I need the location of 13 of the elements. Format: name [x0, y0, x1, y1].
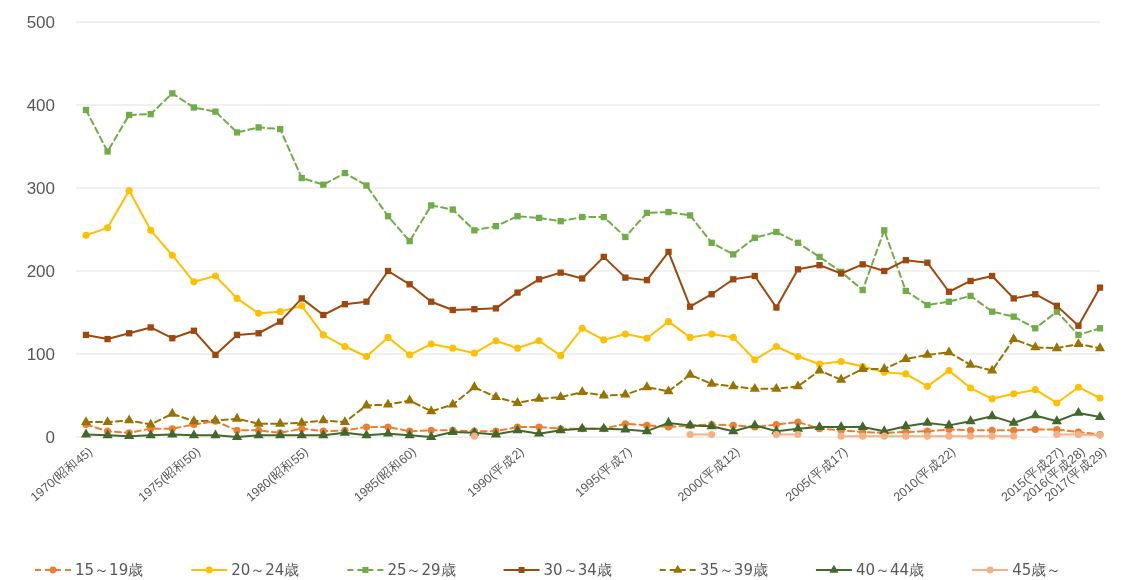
y-tick-label: 0 [45, 427, 55, 447]
y-tick-label: 300 [26, 178, 55, 198]
legend-label: 25～29歳 [387, 561, 456, 580]
legend-label: 35～39歳 [699, 561, 768, 580]
legend-label: 45歳～ [1012, 561, 1062, 580]
legend-label: 15～19歳 [75, 561, 144, 580]
legend-label: 30～34歳 [543, 561, 612, 580]
legend-label: 20～24歳 [231, 561, 300, 580]
legend-label: 40～44歳 [855, 561, 925, 580]
y-tick-label: 400 [26, 95, 55, 115]
y-tick-label: 200 [26, 261, 55, 281]
y-tick-label: 100 [26, 344, 55, 364]
y-tick-label: 500 [26, 12, 55, 32]
